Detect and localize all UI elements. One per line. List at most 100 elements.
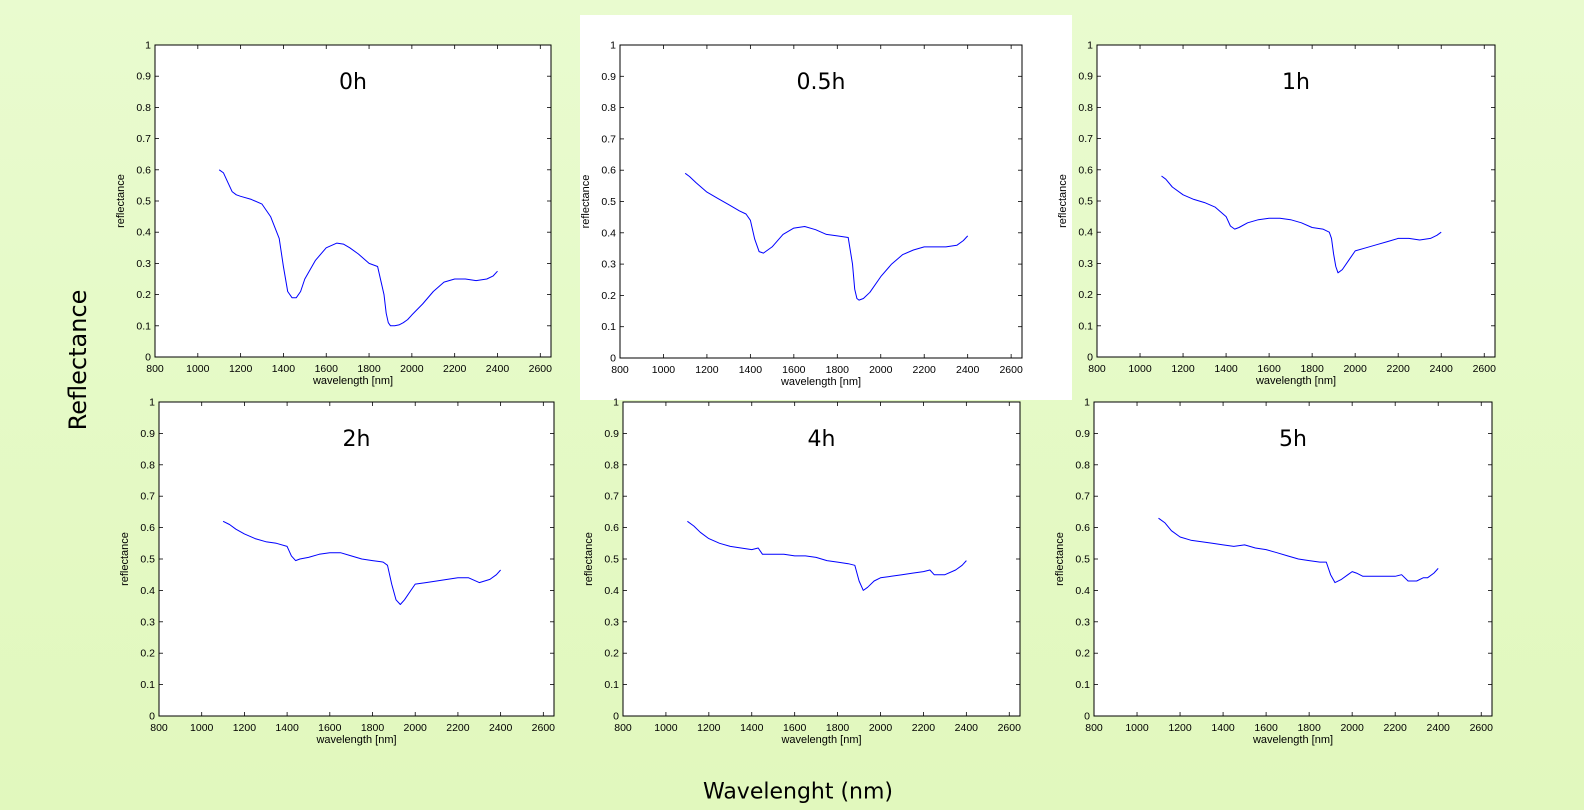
y-axis-label: reflectance bbox=[580, 175, 592, 229]
x-tick-label: 1600 bbox=[1254, 722, 1278, 734]
x-tick-label: 800 bbox=[614, 722, 632, 734]
plot-area bbox=[154, 44, 552, 358]
y-tick-label: 0.1 bbox=[1078, 320, 1093, 332]
x-tick-label: 1200 bbox=[233, 722, 257, 734]
y-axis-label: reflectance bbox=[115, 174, 127, 228]
y-tick-label: 0.9 bbox=[601, 71, 616, 83]
x-tick-label: 1600 bbox=[318, 722, 342, 734]
y-tick-label: 0 bbox=[145, 352, 151, 364]
x-tick-label: 2400 bbox=[489, 722, 513, 734]
y-tick-label: 0.7 bbox=[1078, 133, 1093, 145]
y-tick-label: 0.7 bbox=[136, 133, 151, 145]
y-tick-label: 1 bbox=[610, 40, 616, 52]
x-tick-label: 2400 bbox=[1430, 363, 1454, 375]
x-tick-label: 2000 bbox=[1340, 722, 1364, 734]
y-tick-label: 0.4 bbox=[136, 227, 151, 239]
x-tick-label: 1600 bbox=[315, 363, 339, 375]
x-tick-label: 2400 bbox=[955, 722, 979, 734]
plot-area bbox=[1093, 401, 1493, 717]
x-tick-label: 1000 bbox=[654, 722, 678, 734]
plot-area bbox=[619, 44, 1023, 359]
spectrum-line bbox=[684, 172, 969, 301]
y-tick-label: 0.3 bbox=[1078, 258, 1093, 270]
y-tick-label: 0.8 bbox=[601, 102, 616, 114]
chart-title: 2h bbox=[343, 427, 371, 452]
x-tick-label: 1600 bbox=[1257, 363, 1281, 375]
x-tick-label: 2600 bbox=[1473, 363, 1497, 375]
x-tick-label: 1200 bbox=[695, 364, 719, 376]
x-tick-label: 2200 bbox=[913, 364, 937, 376]
y-tick-label: 0.8 bbox=[604, 459, 619, 471]
chart-0-5h: 800 1000 1200 1400 1600 1800 2000 2200 2400 2600 0… bbox=[580, 40, 1023, 389]
x-tick-label: 2400 bbox=[1427, 722, 1451, 734]
x-tick-label: 800 bbox=[1088, 363, 1106, 375]
y-tick-label: 0.9 bbox=[604, 428, 619, 440]
x-tick-label: 1800 bbox=[357, 363, 381, 375]
y-tick-label: 0.1 bbox=[604, 679, 619, 691]
y-tick-label: 0.2 bbox=[1078, 289, 1093, 301]
x-axis-label: wavelength [nm] bbox=[780, 734, 861, 746]
spectrum-line bbox=[1158, 517, 1439, 584]
y-tick-label: 0 bbox=[610, 353, 616, 365]
x-tick-label: 1200 bbox=[1171, 363, 1195, 375]
y-tick-label: 0.2 bbox=[601, 290, 616, 302]
chart-4h: 800 1000 1200 1400 1600 1800 2000 2200 2400 2600 0… bbox=[583, 397, 1021, 747]
x-tick-label: 2200 bbox=[1384, 722, 1408, 734]
y-tick-label: 0.3 bbox=[604, 616, 619, 628]
y-tick-label: 0.2 bbox=[140, 648, 155, 660]
y-tick-label: 0.4 bbox=[1078, 227, 1093, 239]
y-tick-label: 0.8 bbox=[1078, 102, 1093, 114]
x-axis-label: wavelength [nm] bbox=[780, 376, 861, 388]
x-tick-label: 1400 bbox=[740, 722, 764, 734]
y-tick-label: 0.1 bbox=[1075, 679, 1090, 691]
x-tick-label: 1800 bbox=[826, 364, 850, 376]
x-tick-label: 1800 bbox=[361, 722, 385, 734]
chart-title: 0.5h bbox=[797, 70, 846, 95]
x-tick-label: 1600 bbox=[783, 722, 807, 734]
x-tick-label: 2600 bbox=[1470, 722, 1494, 734]
y-tick-label: 0.6 bbox=[604, 522, 619, 534]
x-axis-label: wavelength [nm] bbox=[1255, 375, 1336, 387]
x-tick-label: 800 bbox=[146, 363, 164, 375]
y-tick-label: 0.1 bbox=[601, 321, 616, 333]
chart-title: 0h bbox=[339, 70, 367, 95]
x-tick-label: 2600 bbox=[999, 364, 1023, 376]
x-tick-label: 2600 bbox=[532, 722, 556, 734]
x-tick-label: 1600 bbox=[782, 364, 806, 376]
y-tick-label: 0.7 bbox=[1075, 491, 1090, 503]
y-tick-label: 0.1 bbox=[136, 320, 151, 332]
spectrum-line bbox=[1161, 175, 1442, 274]
x-tick-label: 2000 bbox=[869, 364, 893, 376]
x-tick-label: 2200 bbox=[443, 363, 467, 375]
chart-5h: 800 1000 1200 1400 1600 1800 2000 2200 2400 2600 0… bbox=[1054, 397, 1493, 747]
y-tick-label: 0.2 bbox=[136, 289, 151, 301]
y-tick-label: 0.3 bbox=[140, 616, 155, 628]
x-axis-label: wavelength [nm] bbox=[315, 734, 396, 746]
y-tick-label: 0.7 bbox=[604, 491, 619, 503]
y-tick-label: 0.7 bbox=[140, 491, 155, 503]
x-tick-label: 1000 bbox=[1128, 363, 1152, 375]
chart-0h: 800 1000 1200 1400 1600 1800 2000 2200 2400 2600 0… bbox=[115, 40, 552, 388]
chart-title: 1h bbox=[1282, 70, 1310, 95]
x-tick-label: 2400 bbox=[486, 363, 510, 375]
x-tick-label: 2200 bbox=[912, 722, 936, 734]
y-tick-label: 0.3 bbox=[601, 259, 616, 271]
x-tick-label: 1800 bbox=[1300, 363, 1324, 375]
y-tick-label: 0.5 bbox=[1078, 196, 1093, 208]
x-tick-label: 1800 bbox=[826, 722, 850, 734]
x-tick-label: 2000 bbox=[869, 722, 893, 734]
y-tick-label: 0.4 bbox=[140, 585, 155, 597]
chart-1h: 800 1000 1200 1400 1600 1800 2000 2200 2400 2600 0… bbox=[1057, 40, 1496, 388]
x-tick-label: 1400 bbox=[272, 363, 296, 375]
chart-2h: 800 1000 1200 1400 1600 1800 2000 2200 2400 2600 0… bbox=[119, 397, 555, 747]
y-axis-label: reflectance bbox=[1054, 532, 1066, 586]
chart-title: 5h bbox=[1279, 427, 1307, 452]
x-tick-label: 1000 bbox=[190, 722, 214, 734]
y-tick-label: 0.9 bbox=[1075, 428, 1090, 440]
spectrum-line bbox=[687, 520, 967, 591]
x-tick-label: 1000 bbox=[1125, 722, 1149, 734]
x-tick-label: 1400 bbox=[1211, 722, 1235, 734]
x-tick-label: 1400 bbox=[1214, 363, 1238, 375]
y-tick-label: 0 bbox=[149, 711, 155, 723]
y-tick-label: 1 bbox=[1087, 40, 1093, 52]
